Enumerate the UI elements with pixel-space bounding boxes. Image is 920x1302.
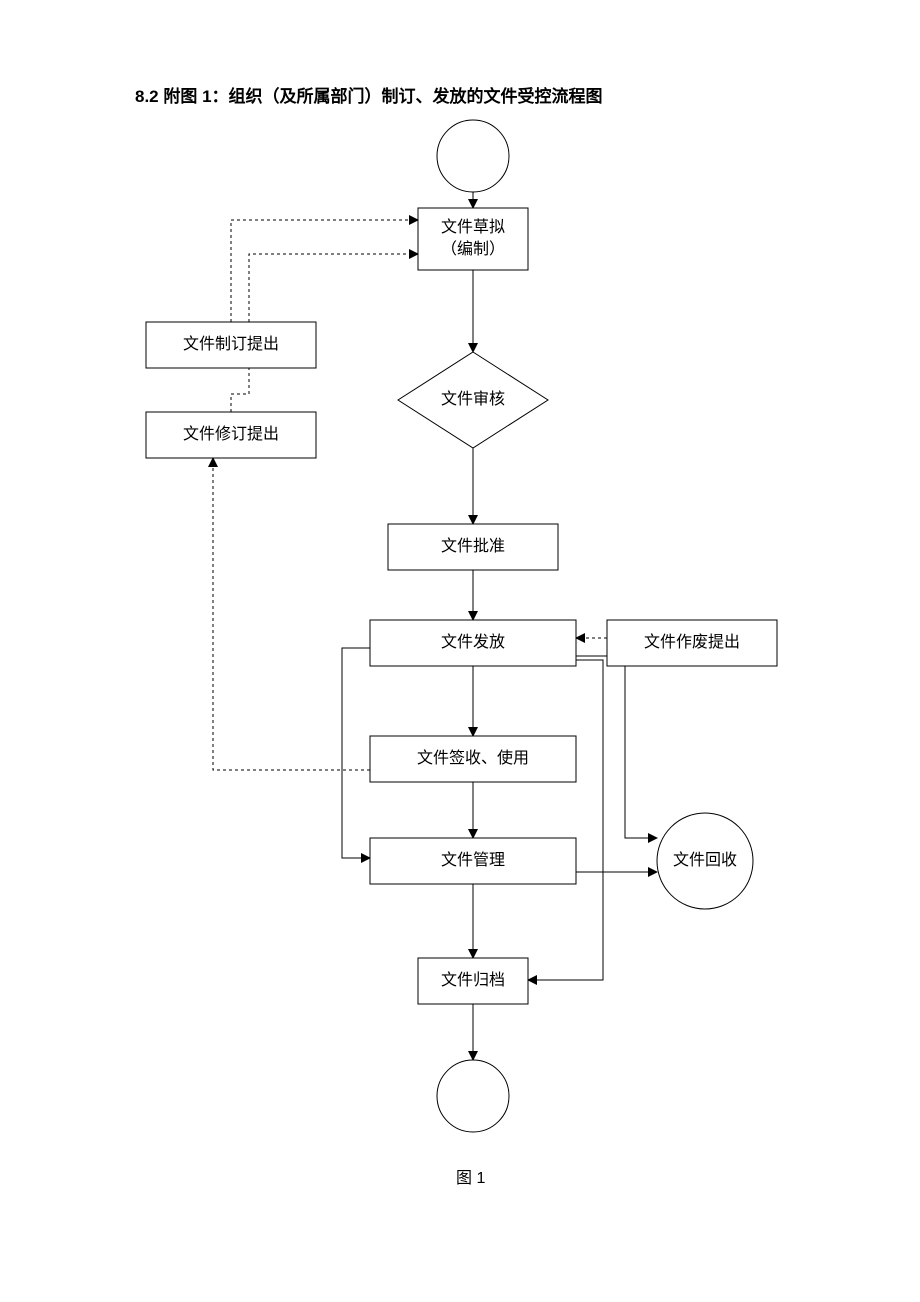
flowchart-edge	[213, 458, 370, 770]
flowchart-edge	[576, 656, 657, 838]
flowchart-node-label-signuse: 文件签收、使用	[370, 736, 576, 782]
flowchart-node-label-draft: 文件草拟 （编制）	[418, 208, 528, 270]
flowchart-node-label-issue: 文件发放	[370, 620, 576, 666]
flowchart-node-end	[437, 1060, 509, 1132]
flowchart-edge	[528, 660, 603, 980]
flowchart-node-label-propose_void: 文件作废提出	[607, 620, 777, 666]
flowchart-node-label-propose_create: 文件制订提出	[146, 322, 316, 368]
flowchart-node-label-archive: 文件归档	[418, 958, 528, 1004]
figure-caption: 图 1	[456, 1164, 485, 1188]
page-title: 8.2 附图 1：组织（及所属部门）制订、发放的文件受控流程图	[135, 82, 603, 107]
flowchart-node-label-approve: 文件批准	[388, 524, 558, 570]
flowchart-node-label-manage: 文件管理	[370, 838, 576, 884]
flowchart-edge	[342, 648, 370, 858]
flowchart-node-start	[437, 120, 509, 192]
flowchart-node-label-recycle: 文件回收	[657, 813, 753, 909]
flowchart-edge	[231, 220, 418, 322]
flowchart-node-label-review: 文件审核	[398, 352, 548, 448]
flowchart-node-label-propose_revise: 文件修订提出	[146, 412, 316, 458]
